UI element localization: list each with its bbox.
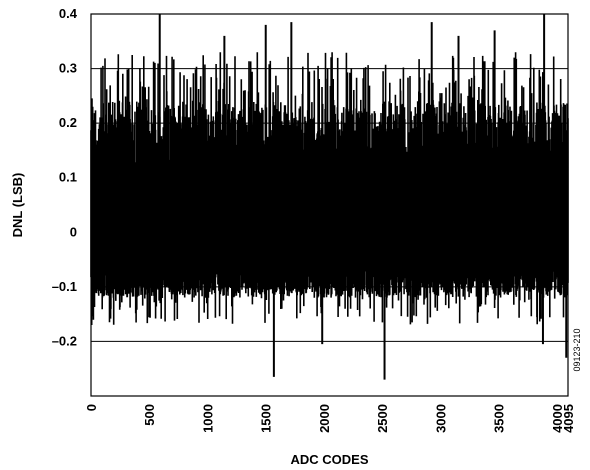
x-tick-label: 3500 [492, 404, 507, 433]
x-tick-label: 3000 [433, 404, 448, 433]
x-tick-label: 1000 [200, 404, 215, 433]
y-tick-label: –0.2 [52, 333, 77, 348]
plot-frame [90, 13, 569, 397]
dnl-series [90, 14, 569, 380]
x-tick-label: 1500 [259, 404, 274, 433]
y-tick-label: 0.1 [59, 170, 77, 185]
x-tick-label: 2000 [317, 404, 332, 433]
figure-id: 09123-210 [572, 328, 582, 371]
y-tick-label: 0.2 [59, 115, 77, 130]
y-tick-label: 0.4 [59, 6, 78, 21]
x-tick-label: 4000 [550, 404, 565, 433]
x-tick-label: 2500 [375, 404, 390, 433]
y-tick-labels: –0.2 –0.1 0 0.1 0.2 0.3 0.4 [52, 6, 78, 348]
x-axis-label: ADC CODES [290, 452, 368, 467]
y-axis-label: DNL (LSB) [10, 173, 25, 238]
y-tick-label: 0.3 [59, 61, 77, 76]
y-tick-label: 0 [70, 224, 77, 239]
dnl-trace [90, 52, 569, 325]
x-tick-label: 4095 [561, 404, 576, 433]
x-tick-label: 0 [84, 404, 99, 411]
x-tick-label: 500 [142, 404, 157, 426]
y-tick-label: –0.1 [52, 279, 77, 294]
